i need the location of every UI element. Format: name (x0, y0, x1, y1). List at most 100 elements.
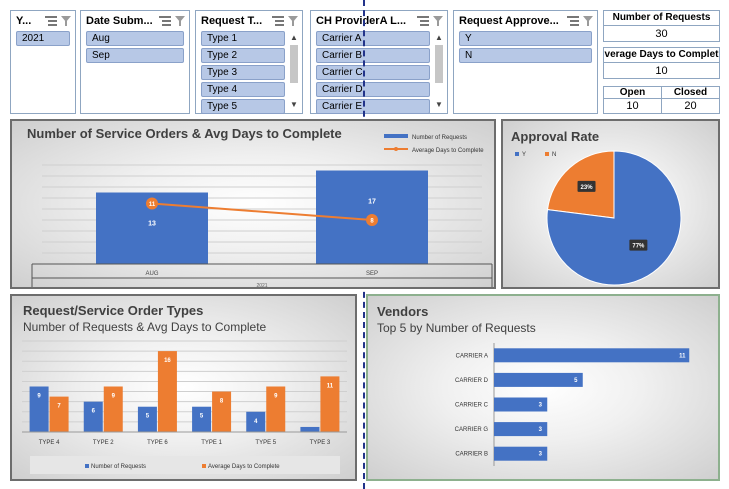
kpi-closed: Closed 20 (662, 87, 719, 113)
slicer-item[interactable]: Sep (86, 48, 184, 63)
bar-avg-days (49, 396, 69, 432)
slicer-item[interactable]: Y (459, 31, 592, 46)
multi-select-icon[interactable] (272, 15, 284, 27)
multi-select-icon[interactable] (45, 15, 57, 27)
slicer-header: CH ProviderA L... (311, 11, 447, 31)
slicer-item[interactable]: Carrier C (316, 65, 430, 80)
slicer-header: Y... (11, 11, 75, 31)
clear-filter-icon[interactable] (582, 15, 594, 27)
approval-rate-chart: Y N 23% 77% (515, 150, 682, 286)
bar-data-label: 11 (327, 383, 334, 389)
slicer-item[interactable]: N (459, 48, 592, 63)
clear-filter-icon[interactable] (287, 15, 299, 27)
slicer-item[interactable]: Carrier A (316, 31, 430, 46)
bar-data-label: 5 (146, 414, 150, 420)
bar-vendor (494, 372, 583, 387)
legend-label: Number of Requests (412, 135, 467, 141)
clear-filter-icon[interactable] (432, 15, 444, 27)
bar-vendor (494, 397, 548, 412)
slicer-5: Request Approve... Y N (453, 10, 598, 114)
bar-requests (29, 386, 49, 432)
kpi-closed-value: 20 (684, 100, 697, 112)
data-label-box (577, 180, 596, 192)
slicer-title: Request T... (201, 15, 263, 27)
clear-filter-icon[interactable] (174, 15, 186, 27)
bar-data-label: 9 (112, 394, 116, 400)
legend-swatch (85, 464, 89, 468)
kpi-open-value: 10 (626, 100, 639, 112)
slicer-scrollbar[interactable]: ▲ ▼ (289, 33, 299, 109)
kpi-avg-label: verage Days to Complet (604, 48, 719, 63)
x-tick-label: TYPE 5 (255, 440, 276, 446)
x-tick-label: SEP (366, 271, 378, 277)
bar-requests (83, 401, 103, 432)
kpi-closed-label: Closed (662, 87, 719, 99)
slicer-item[interactable]: Type 4 (201, 82, 285, 97)
bar-requests (192, 406, 212, 432)
x-tick-label: TYPE 4 (39, 440, 60, 446)
kpi-requests-label: Number of Requests (604, 11, 719, 26)
slicer-item[interactable]: Type 5 (201, 99, 285, 114)
chart-subtitle: Number of Requests & Avg Days to Complet… (23, 320, 267, 334)
bar-requests (246, 411, 266, 432)
bar-avg-days (320, 376, 340, 432)
pie-data-label: 77% (632, 244, 645, 250)
slicer-item[interactable]: 2021 (16, 31, 70, 46)
bar-data-label: 13 (148, 221, 156, 228)
slicer-item[interactable]: Carrier D (316, 82, 430, 97)
multi-select-icon[interactable] (159, 15, 171, 27)
pie-data-label: 23% (581, 185, 594, 191)
slicer-item[interactable]: Type 3 (201, 65, 285, 80)
scroll-thumb[interactable] (435, 45, 443, 83)
slicer-scrollbar[interactable]: ▲ ▼ (434, 33, 444, 109)
scroll-up-icon[interactable]: ▲ (435, 33, 443, 42)
bar-avg-days (266, 386, 286, 432)
y-tick-label: CARRIER A (456, 353, 488, 359)
x-tick-label: TYPE 3 (310, 440, 331, 446)
multi-select-icon[interactable] (417, 15, 429, 27)
scroll-thumb[interactable] (290, 45, 298, 83)
service-orders-chart-panel: Number of Service Orders & Avg Days to C… (10, 119, 496, 289)
slicer-2: Date Subm... Aug Sep (80, 10, 190, 114)
slicer-header: Date Subm... (81, 11, 189, 31)
kpi-number-of-requests: Number of Requests 30 (603, 10, 720, 42)
slicer-title: Y... (16, 15, 32, 27)
slicer-item[interactable]: Type 2 (201, 48, 285, 63)
legend-marker (394, 147, 398, 151)
data-label-box (629, 239, 648, 251)
multi-select-icon[interactable] (567, 15, 579, 27)
slicer-4: CH ProviderA L... Carrier A Carrier B Carri… (310, 10, 448, 114)
bar-data-label: 11 (679, 353, 686, 359)
slicer-item[interactable]: Carrier B (316, 48, 430, 63)
scroll-down-icon[interactable]: ▼ (290, 100, 298, 109)
bar-data-label: 9 (274, 394, 278, 400)
slicer-item[interactable]: Type 1 (201, 31, 285, 46)
slicer-1: Y... 2021 (10, 10, 76, 114)
slicer-item[interactable]: Aug (86, 31, 184, 46)
scroll-down-icon[interactable]: ▼ (435, 100, 443, 109)
slicer-title: Date Subm... (86, 15, 153, 27)
chart-title: Number of Service Orders & Avg Days to C… (27, 126, 342, 141)
group-label: 2021 (256, 283, 267, 287)
slicer-title: CH ProviderA L... (316, 15, 407, 27)
chart-subtitle: Top 5 by Number of Requests (377, 321, 536, 335)
kpi-requests-value: 30 (655, 28, 668, 40)
y-tick-label: CARRIER G (455, 427, 489, 433)
scroll-up-icon[interactable]: ▲ (290, 33, 298, 42)
service-orders-chart: Number of Requests Average Days to Comple… (31, 134, 493, 287)
x-tick-label: TYPE 2 (93, 440, 114, 446)
legend-swatch (202, 464, 206, 468)
bar-avg-days (103, 386, 123, 432)
x-tick-label: TYPE 6 (147, 440, 168, 446)
request-types-chart: 9 7 TYPE 4 6 9 TYPE 2 5 16 TYPE 6 5 8 TYPE 1 4 9 TYPE … (22, 340, 347, 474)
clear-filter-icon[interactable] (60, 15, 72, 27)
kpi-open-label: Open (604, 87, 661, 99)
line-avg-days (151, 202, 373, 221)
kpi-avg-days: verage Days to Complet 10 (603, 47, 720, 79)
x-tick-label: AUG (145, 271, 158, 277)
pie-slice (546, 150, 682, 286)
bar-data-label: 16 (164, 358, 171, 364)
slicer-item[interactable]: Carrier E (316, 99, 430, 114)
kpi-open-closed: Open 10 Closed 20 (603, 86, 720, 114)
x-tick-label: TYPE 1 (201, 440, 222, 446)
